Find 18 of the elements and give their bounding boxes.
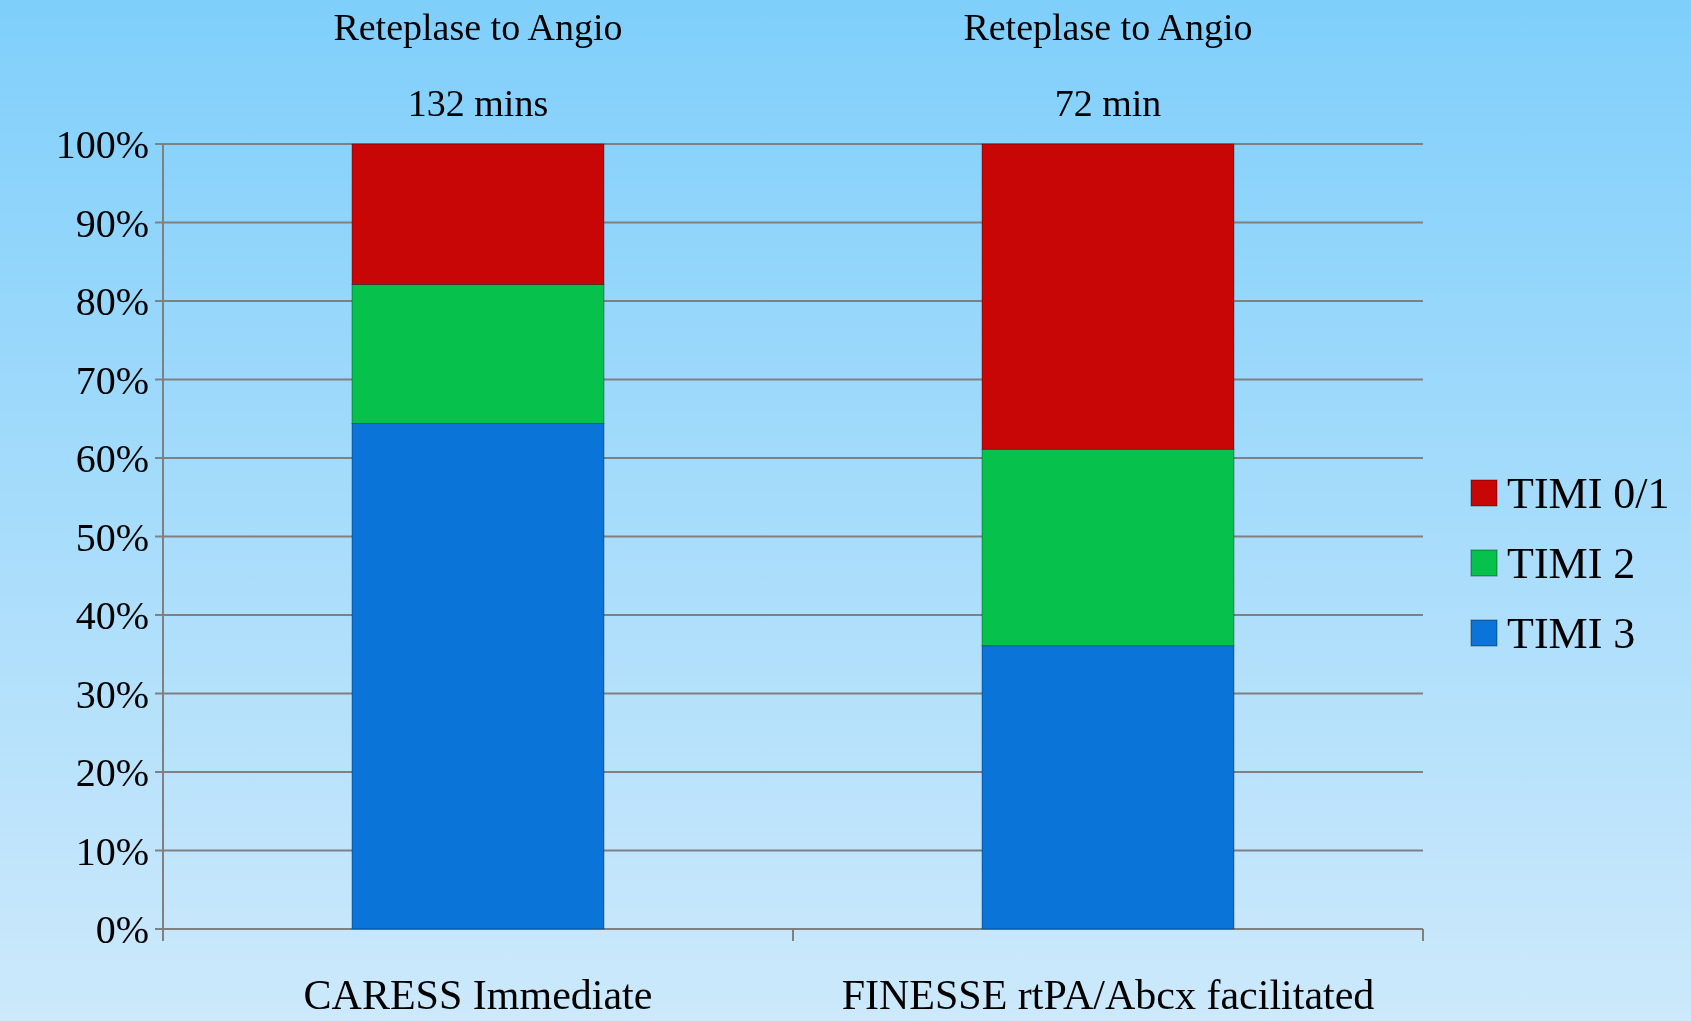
x-tick-label: CARESS Immediate bbox=[303, 972, 653, 1018]
y-tick-label: 100% bbox=[55, 122, 149, 167]
legend-label: TIMI 2 bbox=[1507, 539, 1636, 589]
y-tick-label: 50% bbox=[75, 514, 149, 560]
y-tick-label: 10% bbox=[75, 828, 149, 874]
y-tick-label: 60% bbox=[75, 436, 149, 481]
legend-label: TIMI 0/1 bbox=[1507, 469, 1670, 519]
y-tick-label: 70% bbox=[75, 357, 149, 403]
y-tick-label: 20% bbox=[75, 750, 149, 795]
y-tick-label: 90% bbox=[75, 200, 149, 246]
annotation: Reteplase to Angio 132 mins bbox=[333, 6, 623, 124]
y-tick-label: 0% bbox=[95, 907, 149, 952]
x-tick-label: FINESSE rtPA/Abcx facilitated bbox=[841, 972, 1375, 1018]
y-tick-label: 30% bbox=[75, 671, 149, 717]
annotation: Reteplase to Angio 72 min bbox=[963, 6, 1253, 124]
y-tick-label: 40% bbox=[75, 593, 149, 638]
y-tick-label: 80% bbox=[75, 279, 149, 324]
legend-label: TIMI 3 bbox=[1507, 609, 1636, 659]
